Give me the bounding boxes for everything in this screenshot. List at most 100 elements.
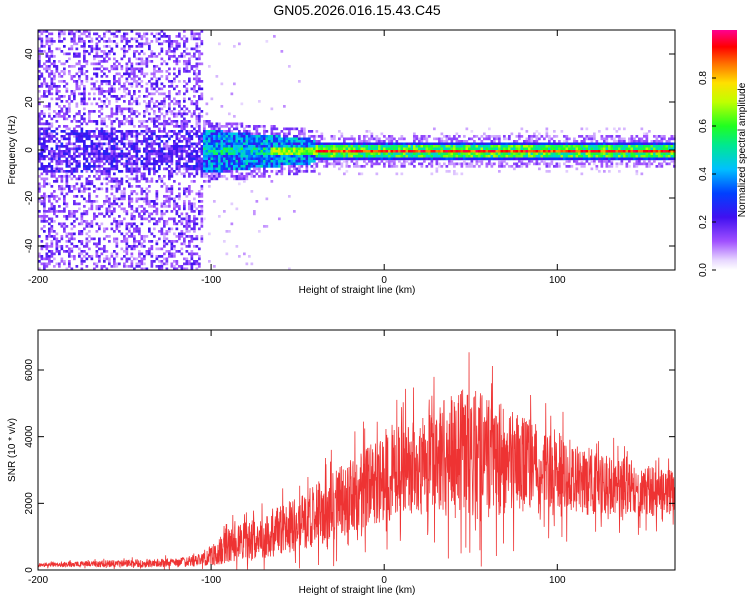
spectrogram-cell xyxy=(460,172,464,176)
spectrogram-cell xyxy=(103,157,106,161)
spectrogram-cell xyxy=(143,147,146,151)
spectrogram-cell xyxy=(128,132,131,136)
spectrogram-cell xyxy=(200,170,204,173)
spectrogram-cell xyxy=(125,167,129,171)
spectrogram-cell xyxy=(53,85,56,88)
spectrogram-cell xyxy=(185,70,189,73)
spectrogram-cell xyxy=(95,195,99,198)
spectrogram-cell xyxy=(55,232,59,236)
spectrogram-cell xyxy=(503,157,506,161)
spectrogram-cell xyxy=(78,92,81,96)
spectrogram-cell xyxy=(125,155,129,158)
spectrogram-cell xyxy=(343,137,346,141)
spectrogram-cell xyxy=(120,192,124,196)
spectrogram-cell xyxy=(345,145,349,148)
spectrogram-cell xyxy=(213,152,216,156)
spectrogram-cell xyxy=(58,175,61,178)
spectrogram-cell xyxy=(325,152,329,156)
spectrogram-cell xyxy=(170,157,174,161)
spectrogram-cell xyxy=(115,80,119,83)
spectrogram-cell xyxy=(130,142,134,146)
spectrogram-cell xyxy=(568,165,571,168)
spectrogram-cell xyxy=(580,142,584,146)
spectrogram-cell xyxy=(230,157,234,161)
spectrogram-cell xyxy=(155,207,159,211)
spectrogram-cell xyxy=(63,195,66,198)
spectrogram-cell xyxy=(303,132,306,136)
spectrogram-cell xyxy=(220,135,224,138)
spectrogram-cell xyxy=(220,130,224,133)
spectrogram-cell xyxy=(510,155,514,158)
spectrogram-cell xyxy=(140,177,144,181)
spectrogram-cell xyxy=(58,80,61,83)
spectrogram-cell xyxy=(140,132,144,136)
spectrogram-cell xyxy=(198,32,201,36)
spectrogram-cell xyxy=(458,155,461,158)
spectrogram-cell xyxy=(205,175,209,178)
spectrogram-cell xyxy=(423,155,426,158)
spectrogram-cell xyxy=(315,142,319,146)
spectrogram-cell xyxy=(183,165,186,168)
spectrogram-cell xyxy=(88,197,91,201)
spectrogram-cell xyxy=(508,147,511,151)
spectrogram-cell xyxy=(543,150,546,153)
spectrogram-cell xyxy=(195,245,199,248)
spectrogram-cell xyxy=(370,137,374,141)
spectrogram-cell xyxy=(230,170,234,173)
spectrogram-cell xyxy=(245,167,249,171)
spectrogram-cell xyxy=(428,145,431,148)
spectrogram-cell xyxy=(318,140,321,143)
spectrogram-cell xyxy=(173,265,176,268)
spectrogram-cell xyxy=(128,185,131,188)
spectrogram-cell xyxy=(383,135,386,138)
spectrogram-cell xyxy=(330,150,334,153)
spectrogram-cell xyxy=(83,132,86,136)
spectrogram-cell xyxy=(253,170,256,173)
spectrogram-cell xyxy=(395,172,399,176)
spectrogram-cell xyxy=(258,100,261,103)
spectrogram-cell xyxy=(143,72,146,76)
spectrogram-cell xyxy=(138,82,141,86)
spectrogram-cell xyxy=(193,252,196,256)
spectrogram-cell xyxy=(265,137,269,141)
spectrogram-cell xyxy=(358,165,361,168)
spectrogram-cell xyxy=(328,157,331,161)
spectrogram-cell xyxy=(225,132,229,136)
spectrogram-cell xyxy=(483,142,486,146)
spectrogram-cell xyxy=(580,172,584,176)
spectrogram-cell xyxy=(48,105,51,108)
spectrogram-cell xyxy=(418,157,421,161)
spectrogram-cell xyxy=(338,157,341,161)
spectrogram-cell xyxy=(115,65,119,68)
spectrogram-cell xyxy=(465,165,469,168)
spectrogram-cell xyxy=(513,142,516,146)
spectrogram-cell xyxy=(298,157,301,161)
spectrogram-cell xyxy=(78,187,81,191)
spectrogram-cell xyxy=(90,87,94,91)
spectrogram-cell xyxy=(243,167,246,171)
spectrogram-cell xyxy=(368,140,371,143)
spectrogram-cell xyxy=(38,50,41,53)
spectrogram-cell xyxy=(178,110,181,113)
spectrogram-cell xyxy=(243,130,246,133)
spectrogram-cell xyxy=(155,105,159,108)
spectrogram-cell xyxy=(63,230,66,233)
spectrogram-cell xyxy=(113,155,116,158)
spectrogram-cell xyxy=(518,150,521,153)
spectrogram-cell xyxy=(183,100,186,103)
spectrogram-cell xyxy=(78,40,81,43)
spectrogram-cell xyxy=(508,142,511,146)
spectrogram-cell xyxy=(88,195,91,198)
spectrogram-cell xyxy=(160,107,164,111)
spectrogram-cell xyxy=(105,132,109,136)
spectrogram-cell xyxy=(73,97,76,101)
spectrogram-cell xyxy=(170,197,174,201)
spectrogram-cell xyxy=(135,245,139,248)
spectrogram-cell xyxy=(43,112,46,116)
spectrogram-cell xyxy=(195,267,199,271)
spectrogram-cell xyxy=(145,105,149,108)
spectrogram-cell xyxy=(188,235,191,238)
spectrogram-cell xyxy=(478,157,481,161)
spectrogram-cell xyxy=(53,55,56,58)
spectrogram-cell xyxy=(245,155,249,158)
